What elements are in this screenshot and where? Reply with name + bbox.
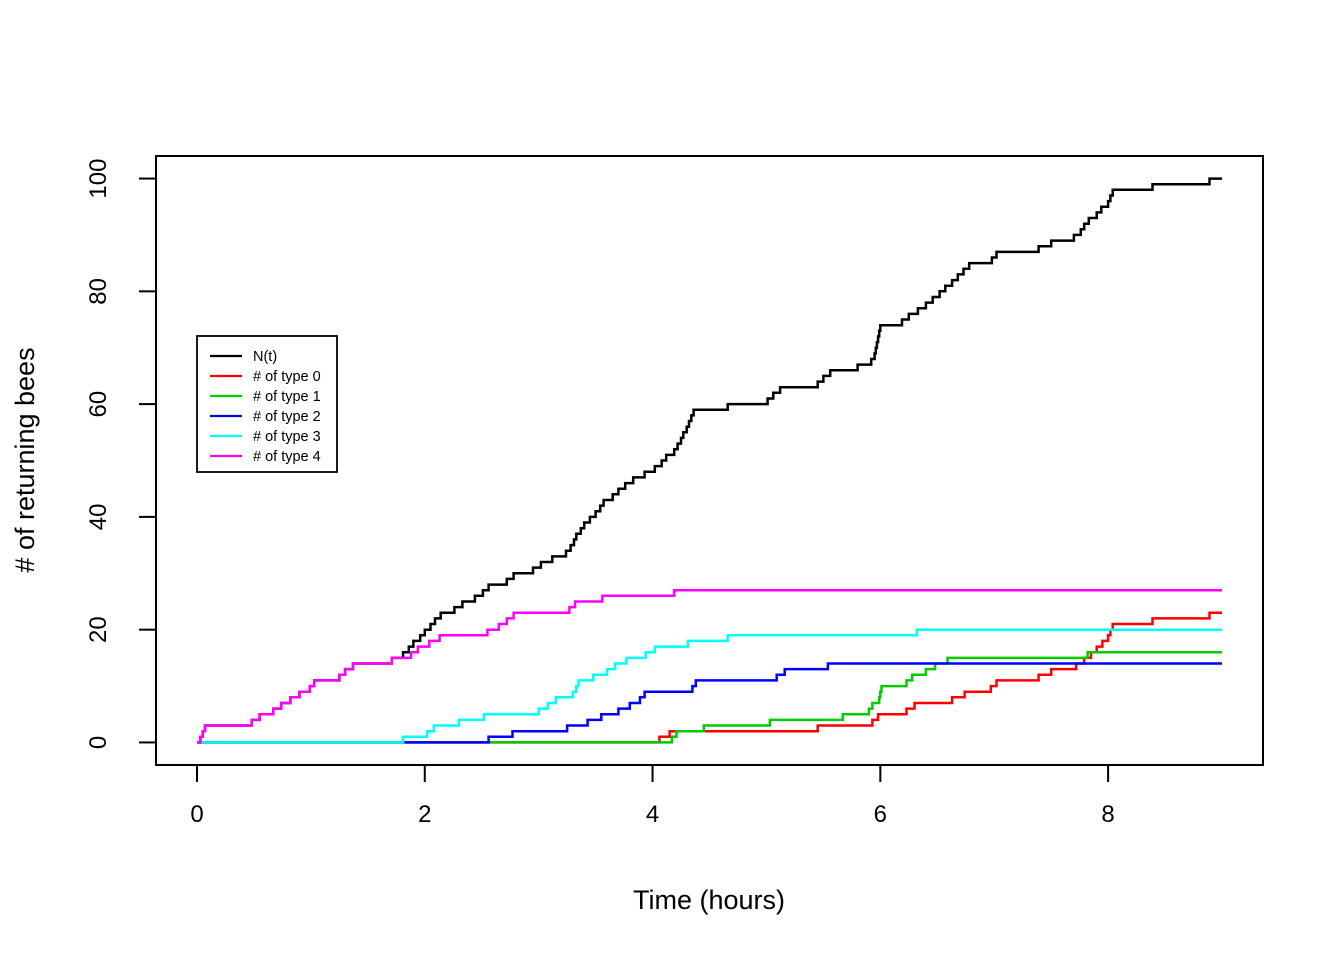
series-line-n-t bbox=[197, 177, 1222, 744]
y-axis-tick-label: 0 bbox=[85, 736, 112, 749]
series-line-of-type-1 bbox=[197, 650, 1222, 744]
series-lines bbox=[197, 177, 1222, 744]
x-axis-tick-label: 6 bbox=[874, 801, 887, 828]
y-axis-tick-label: 40 bbox=[85, 504, 112, 531]
legend-label: # of type 4 bbox=[253, 449, 321, 465]
x-axis-tick-label: 0 bbox=[190, 801, 203, 828]
y-axis-tick-label: 20 bbox=[85, 616, 112, 643]
y-axis-tick-label: 60 bbox=[85, 391, 112, 418]
x-axis-tick-label: 2 bbox=[418, 801, 431, 828]
series-line-of-type-2 bbox=[197, 662, 1222, 744]
y-axis-tick-label: 80 bbox=[85, 278, 112, 305]
legend-label: N(t) bbox=[253, 349, 277, 365]
x-axis-tick-label: 8 bbox=[1101, 801, 1114, 828]
series-line-of-type-0 bbox=[197, 611, 1222, 744]
legend-label: # of type 0 bbox=[253, 369, 321, 385]
legend-label: # of type 2 bbox=[253, 409, 321, 425]
x-axis-tick-label: 4 bbox=[646, 801, 659, 828]
y-axis-title: # of returning bees bbox=[10, 347, 40, 572]
legend-border bbox=[196, 335, 338, 473]
x-axis-title: Time (hours) bbox=[633, 885, 785, 915]
legend-label: # of type 3 bbox=[253, 429, 321, 445]
plot-area-border bbox=[155, 155, 1264, 766]
legend-label: # of type 1 bbox=[253, 389, 321, 405]
x-axis: 0 2 4 6 8 bbox=[190, 766, 1115, 828]
series-line-of-type-3 bbox=[197, 628, 1222, 744]
y-axis-tick-label: 100 bbox=[85, 159, 112, 199]
y-axis: 0 20 40 60 80 100 bbox=[85, 159, 155, 749]
legend-box: N(t) # of type 0 # of type 1 # of type 2 # o… bbox=[196, 335, 338, 473]
series-line-of-type-4 bbox=[197, 588, 1222, 744]
